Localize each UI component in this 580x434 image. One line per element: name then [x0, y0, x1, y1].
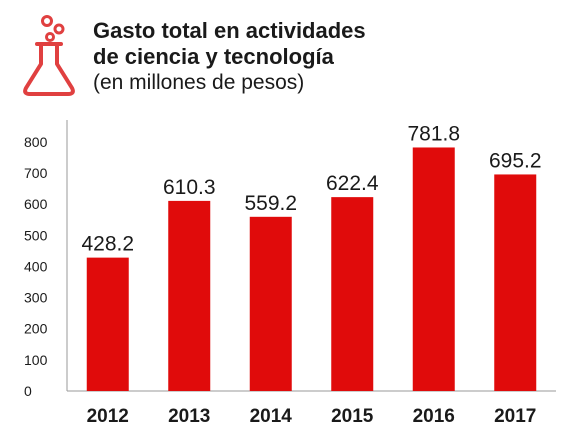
y-tick-label: 100	[24, 352, 48, 368]
x-tick-label: 2013	[168, 406, 210, 427]
bar	[168, 200, 211, 391]
flask-icon	[23, 15, 75, 96]
bar-value-label: 781.8	[407, 122, 460, 145]
y-tick-label: 700	[24, 165, 48, 181]
y-tick-label: 0	[24, 383, 32, 399]
chart-title-line1: Gasto total en actividades	[93, 18, 366, 43]
chart-subtitle: (en millones de pesos)	[93, 71, 305, 94]
bar-value-label: 622.4	[326, 172, 379, 195]
bar	[494, 174, 537, 391]
x-tick-label: 2017	[494, 406, 536, 427]
y-tick-label: 500	[24, 227, 48, 243]
x-axis: 2012 2013 2014 2015 2016 2017	[87, 406, 537, 427]
x-tick-label: 2015	[331, 406, 374, 427]
y-tick-label: 800	[24, 134, 48, 150]
bar	[331, 197, 374, 391]
bar	[86, 257, 129, 391]
chart-title-line2: de ciencia y tecnología	[93, 44, 334, 69]
chart-header: Gasto total en actividades de ciencia y …	[0, 0, 580, 110]
y-axis: 0 100 200 300 400 500 600 700 800	[24, 134, 48, 399]
x-tick-label: 2014	[250, 406, 293, 427]
data-labels: 428.2 610.3 559.2 622.4 781.8 695.2	[81, 122, 541, 255]
bar-value-label: 610.3	[163, 176, 216, 199]
bar-value-label: 428.2	[81, 233, 134, 256]
chart-title-block: Gasto total en actividades de ciencia y …	[93, 18, 366, 96]
y-tick-label: 600	[24, 196, 48, 212]
x-tick-label: 2016	[413, 406, 455, 427]
bar	[249, 216, 292, 391]
y-tick-label: 300	[24, 290, 48, 306]
y-tick-label: 400	[24, 258, 48, 274]
bars	[86, 147, 537, 391]
bar-value-label: 559.2	[244, 192, 297, 215]
y-tick-label: 200	[24, 321, 48, 337]
bar-value-label: 695.2	[489, 149, 542, 172]
bar	[412, 147, 455, 391]
x-tick-label: 2012	[87, 406, 129, 427]
